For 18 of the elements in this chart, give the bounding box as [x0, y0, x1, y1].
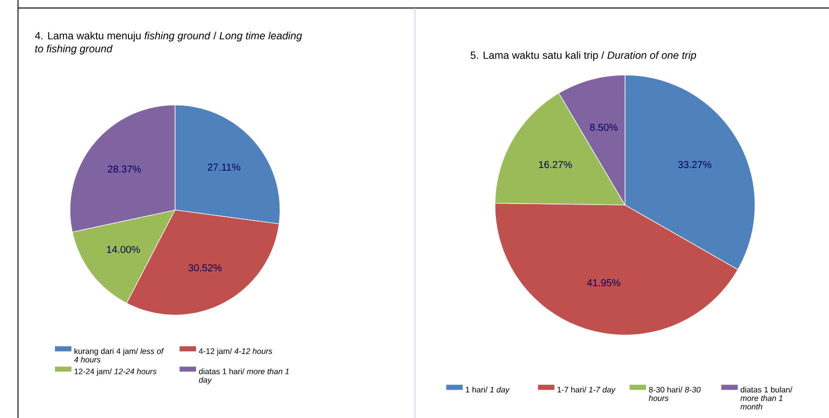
chart-title: 4. Lama waktu menuju fishing ground / Long time leading to fishing ground [34, 32, 302, 54]
data-label: 30.52% [188, 264, 222, 272]
data-label: 28.37% [108, 166, 141, 173]
chart-title: 5. Lama waktu satu kali trip / Duration of one trip [470, 51, 696, 61]
legend-label: 4-12 jam/ 4-12 hours [198, 348, 272, 356]
legend-label: 12-24 jam/ 12-24 hours [74, 368, 157, 376]
data-label: 8.50% [590, 124, 618, 131]
category-label: kurang dari 4 jam/ less of 4 hours [74, 348, 164, 362]
data-label: 16.27% [539, 161, 572, 168]
legend-label: diatas 1 bulan/ more than 1 month [740, 386, 792, 410]
data-label: 14.00% [107, 246, 140, 254]
category-label: diatas 1 hari/ more than 1 day [198, 368, 289, 384]
legend-label: 1 hari/ 1 day [466, 386, 510, 394]
legend-label: 1-7 hari/ 1-7 day [558, 386, 616, 394]
data-label: 33.27% [678, 161, 712, 168]
data-label: 27.11% [208, 164, 240, 171]
category-label: 8-30 hari/ 8-30 hours [648, 386, 701, 401]
data-label: 41.95% [587, 279, 620, 286]
